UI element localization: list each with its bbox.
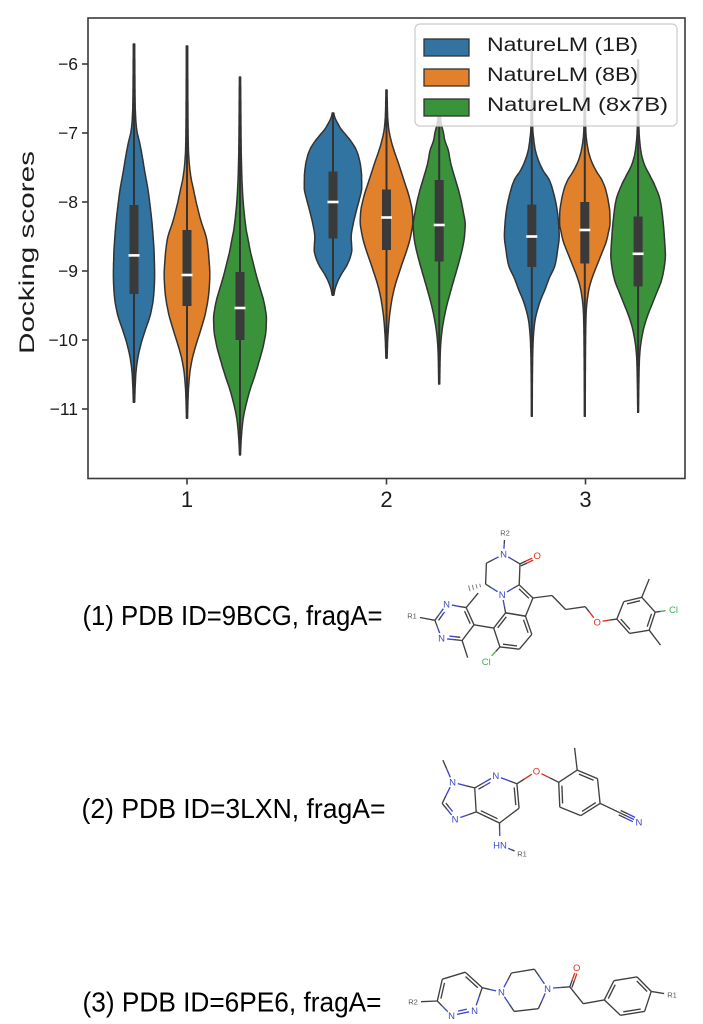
svg-text:(1) PDB ID=9BCG, fragA=: (1) PDB ID=9BCG, fragA= [83,600,383,631]
svg-text:N: N [544,984,551,995]
svg-text:NatureLM (8x7B): NatureLM (8x7B) [487,95,668,116]
svg-text:R1: R1 [407,612,417,621]
svg-text:R2: R2 [408,998,418,1007]
svg-text:−11: −11 [50,399,78,419]
svg-text:N: N [498,988,505,999]
svg-text:N: N [452,815,459,826]
svg-text:−7: −7 [58,123,78,143]
svg-text:N: N [448,1011,455,1022]
svg-text:−8: −8 [58,192,78,212]
svg-text:N: N [449,778,456,789]
svg-text:Cl: Cl [669,605,678,616]
svg-text:R2: R2 [500,529,510,538]
svg-text:NatureLM (1B): NatureLM (1B) [487,35,638,56]
svg-text:N: N [492,771,499,782]
svg-text:3: 3 [579,487,591,512]
svg-text:R1: R1 [667,991,677,1000]
svg-text:O: O [533,767,540,778]
svg-text:−9: −9 [58,261,78,281]
svg-text:2: 2 [380,487,392,512]
svg-text:1: 1 [181,487,193,512]
svg-text:N: N [635,817,642,828]
svg-text:−6: −6 [58,54,78,74]
svg-text:Cl: Cl [482,657,491,668]
svg-text:O: O [534,551,541,562]
svg-text:HN: HN [493,840,507,851]
svg-text:Docking scores: Docking scores [15,151,39,354]
svg-text:N: N [499,590,506,601]
svg-text:(2) PDB ID=3LXN, fragA=: (2) PDB ID=3LXN, fragA= [82,793,386,824]
svg-text:O: O [594,617,601,628]
svg-text:N: N [438,634,445,645]
svg-text:N: N [443,600,450,611]
svg-text:NatureLM (8B): NatureLM (8B) [487,65,638,86]
svg-text:O: O [573,963,580,974]
svg-text:N: N [471,1006,478,1017]
svg-text:(3) PDB ID=6PE6, fragA=: (3) PDB ID=6PE6, fragA= [83,986,382,1017]
svg-text:−10: −10 [48,330,78,350]
svg-text:R1: R1 [517,850,527,859]
svg-text:N: N [500,550,507,561]
